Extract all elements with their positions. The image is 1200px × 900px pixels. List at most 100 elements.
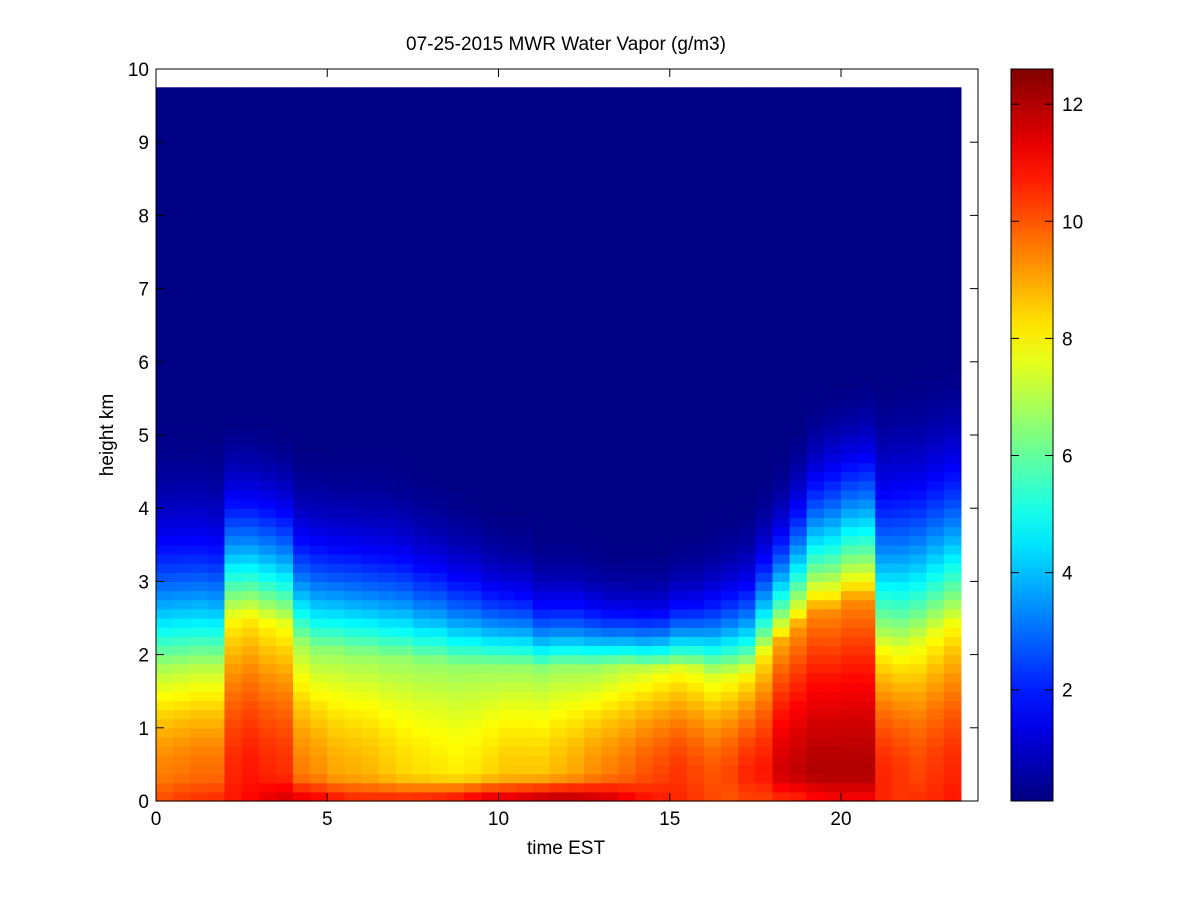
heatmap-cell [635,96,654,107]
heatmap-cell [447,526,465,537]
heatmap-cell [789,499,808,509]
heatmap-cell [943,178,962,189]
heatmap-cell [909,535,928,546]
heatmap-cell [806,306,825,317]
heatmap-cell [841,288,859,299]
heatmap-cell [464,297,482,308]
heatmap-cell [549,370,568,381]
heatmap-cell [601,380,619,390]
heatmap-cell [430,279,448,290]
heatmap-cell [173,764,191,775]
heatmap-cell [601,453,619,464]
heatmap-cell [430,270,448,281]
heatmap-cell [909,316,928,326]
heatmap-cell [344,279,363,290]
heatmap-cell [858,197,876,207]
heatmap-cell [567,389,585,399]
heatmap-cell [755,297,774,308]
heatmap-cell [515,187,534,198]
heatmap-cell [412,380,431,390]
heatmap-cell [481,508,500,518]
heatmap-cell [755,425,774,436]
heatmap-cell [258,160,277,171]
heatmap-cell [190,252,208,262]
x-tick-label: 15 [659,809,680,830]
heatmap-cell [481,306,500,317]
heatmap-cell [378,425,397,436]
heatmap-cell [412,453,431,464]
heatmap-cell [430,325,448,335]
heatmap-cell [635,700,654,711]
heatmap-cell [378,526,397,537]
heatmap-cell [430,361,448,372]
heatmap-cell [789,672,808,683]
heatmap-cell [464,764,482,775]
heatmap-cell [721,142,739,152]
heatmap-cell [361,160,380,171]
heatmap-cell [909,709,928,720]
heatmap-cell [823,590,842,601]
heatmap-cell [327,242,345,253]
heatmap-cell [686,169,705,180]
heatmap-cell [207,627,226,637]
heatmap-cell [293,425,311,436]
heatmap-cell [858,581,876,592]
heatmap-cell [841,471,859,482]
heatmap-cell [498,316,517,326]
heatmap-cell [498,526,517,537]
heatmap-cell [892,123,911,134]
heatmap-cell [806,709,825,720]
heatmap-cell [412,334,431,345]
heatmap-cell [156,544,174,555]
heatmap-cell [772,489,791,500]
heatmap-cell [532,261,551,271]
heatmap-cell [361,224,380,235]
heatmap-cell [806,407,825,418]
heatmap-cell [241,499,260,509]
heatmap-cell [909,105,928,116]
heatmap-cell [841,133,859,143]
heatmap-cell [344,352,363,363]
heatmap-cell [549,709,568,720]
heatmap-cell [412,325,431,335]
heatmap-cell [738,425,756,436]
heatmap-cell [892,517,911,528]
heatmap-cell [789,242,808,253]
heatmap-cell [258,563,277,573]
heatmap-cell [789,682,808,692]
heatmap-cell [293,316,311,326]
heatmap-cell [275,544,294,555]
heatmap-cell [823,279,842,290]
heatmap-cell [926,764,945,775]
heatmap-cell [704,636,722,647]
heatmap-cell [173,508,191,518]
heatmap-cell [481,352,500,363]
heatmap-cell [464,608,482,619]
heatmap-cell [601,544,619,555]
heatmap-cell [361,700,380,711]
heatmap-cell [738,691,756,701]
heatmap-cell [909,672,928,683]
heatmap-cell [190,718,208,729]
heatmap-cell [567,316,585,326]
heatmap-cell [447,618,465,628]
heatmap-cell [430,517,448,528]
heatmap-cell [875,700,893,711]
heatmap-cell [686,572,705,582]
heatmap-cell [704,380,722,390]
heatmap-cell [669,87,688,98]
heatmap-cell [378,87,397,98]
heatmap-cell [841,96,859,107]
heatmap-cell [841,691,859,701]
heatmap-cell [224,197,243,207]
heatmap-cell [241,215,260,226]
heatmap-cell [858,169,876,180]
heatmap-cell [293,581,311,592]
heatmap-cell [412,114,431,125]
heatmap-cell [721,782,739,793]
heatmap-cell [549,105,568,116]
heatmap-cell [430,572,448,582]
heatmap-cell [635,645,654,656]
heatmap-cell [875,636,893,647]
heatmap-cell [241,718,260,729]
